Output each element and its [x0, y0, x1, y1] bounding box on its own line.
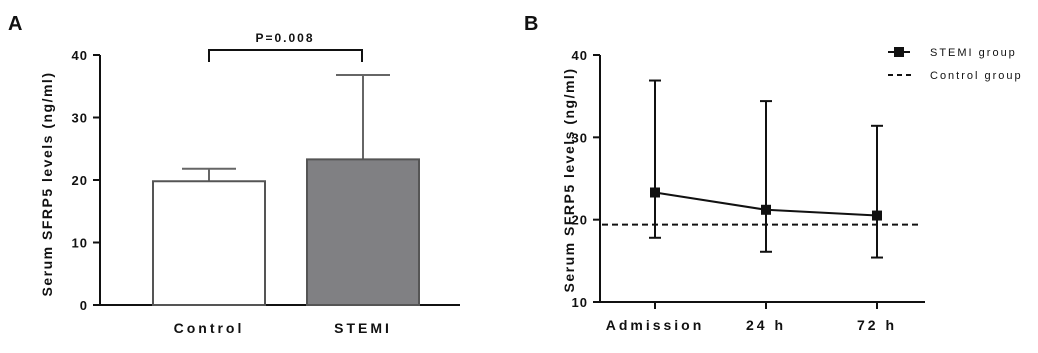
y-tick-label: 30 — [72, 111, 88, 126]
legend-label-control: Control group — [930, 70, 1023, 82]
legend-item-control: Control group — [888, 70, 1023, 82]
data-point-stemi — [761, 204, 771, 215]
data-point-stemi — [650, 187, 660, 198]
y-tick-label: 20 — [572, 213, 588, 228]
x-category-label: Admission — [606, 317, 705, 333]
legend-label-stemi: STEMI group — [930, 47, 1017, 59]
bars-a — [152, 74, 420, 306]
y-axis-label-b: Serum SFRP5 levels (ng/ml) — [561, 68, 577, 293]
bar-control — [152, 180, 266, 306]
y-ticks-a: 0 10 20 30 40 — [72, 48, 100, 313]
panel-label-b: B — [524, 13, 538, 35]
y-tick-label: 30 — [572, 130, 588, 145]
y-tick-label: 0 — [80, 298, 88, 313]
data-point-stemi — [872, 210, 882, 221]
x-category-label: Control — [174, 320, 245, 336]
legend: STEMI group Control group — [888, 47, 1023, 82]
y-tick-label: 40 — [572, 48, 588, 63]
panel-b: B Serum SFRP5 levels (ng/ml) 10 20 30 40 Ad… — [524, 13, 1023, 333]
p-value-label: P=0.008 — [255, 31, 314, 45]
bar-stemi — [306, 158, 420, 306]
legend-marker-stemi — [894, 47, 904, 57]
y-axis-label-a: Serum SFRP5 levels (ng/ml) — [39, 72, 55, 297]
panel-a: A Serum SFRP5 levels (ng/ml) 0 10 20 30 40 C… — [8, 13, 460, 336]
y-tick-label: 10 — [572, 295, 588, 310]
y-ticks-b: 10 20 30 40 — [572, 48, 600, 310]
x-category-label: STEMI — [334, 320, 392, 336]
x-category-label: 24 h — [746, 317, 786, 333]
bracket-line — [208, 49, 363, 62]
y-tick-label: 10 — [72, 236, 88, 251]
categories-b: Admission 24 h 72 h — [606, 302, 897, 333]
x-category-label: 72 h — [857, 317, 897, 333]
legend-item-stemi: STEMI group — [888, 47, 1017, 59]
plot-area-b — [602, 79, 918, 259]
categories-a: Control STEMI — [174, 320, 392, 336]
significance-bracket: P=0.008 — [208, 31, 363, 62]
panel-label-a: A — [8, 13, 22, 35]
y-tick-label: 40 — [72, 48, 88, 63]
y-tick-label: 20 — [72, 173, 88, 188]
